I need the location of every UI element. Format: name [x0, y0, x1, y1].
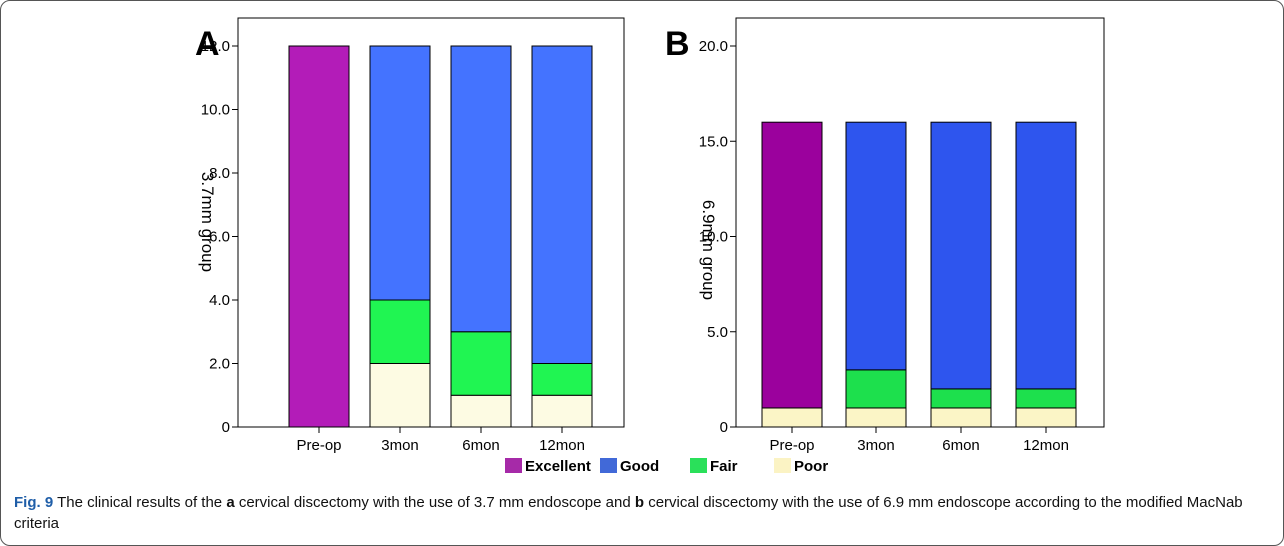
panel-b-y-axis-title: 6.9mm group: [699, 200, 718, 300]
panel-a-bar-6mon-good: [450, 45, 512, 333]
panel-a-bar-12mon-good: [531, 45, 593, 364]
caption-panel-a: a: [226, 494, 235, 511]
panel-a-y-tick-label: 2.0: [209, 356, 230, 373]
panel-b-plot-frame: [735, 17, 1105, 428]
panel-a-x-tick-label: 12mon: [539, 437, 585, 454]
legend-label-excellent: Excellent: [525, 458, 591, 475]
panel-a-x-tick-label: 6mon: [462, 437, 500, 454]
panel-b-bar-6mon-fair: [930, 388, 992, 409]
caption-text-2: cervical discectomy with the use of 3.7 …: [234, 494, 635, 511]
panel-a-bar-12mon-poor: [531, 394, 593, 428]
panel-a-y-tick-label: 0: [222, 419, 230, 436]
caption-panel-b: b: [634, 494, 645, 511]
panel-a-y-tick-label: 4.0: [209, 292, 230, 309]
panel-b-bar-3mon-good: [845, 121, 907, 371]
legend-label-poor: Poor: [794, 458, 828, 475]
panel-b-bar-12mon-fair: [1015, 388, 1077, 409]
panel-a-bar-3mon-good: [369, 45, 431, 301]
panel-b-letter: B: [665, 25, 690, 63]
panel-b-x-tick-label: 12mon: [1023, 437, 1069, 454]
panel-b-y-tick-label: 0: [720, 419, 728, 436]
panel-b-y-tick-label: 15.0: [699, 133, 728, 150]
caption-text-1: The clinical results of the: [53, 494, 227, 511]
panel-b-bar-3mon-fair: [845, 369, 907, 409]
panel-a-bar-3mon-fair: [369, 299, 431, 364]
panel-b-x-tick-label: Pre-op: [769, 437, 814, 454]
panel-a-y-tick-label: 10.0: [201, 102, 230, 119]
figure-caption: Fig. 9 The clinical results of the a cer…: [14, 492, 1264, 534]
caption-text-3: cervical discectomy with the use of 6.9 …: [14, 494, 1243, 532]
panel-a-y-tick-label: 6.0: [209, 229, 230, 246]
panel-a-y-axis-title: 3.7mm group: [198, 172, 217, 272]
panel-a-bar-12mon-fair: [531, 363, 593, 396]
panel-b-y-tick-label: 20.0: [699, 38, 728, 55]
panel-a-bar-6mon-poor: [450, 394, 512, 428]
caption-label: Fig. 9: [14, 494, 54, 511]
panel-a-bar-pre-op-excellent: [288, 45, 350, 428]
panel-b-bar-3mon-poor: [845, 407, 907, 428]
legend-label-fair: Fair: [710, 458, 738, 475]
panel-b-x-tick-label: 3mon: [857, 437, 895, 454]
legend-swatch-excellent: [505, 458, 522, 473]
panel-b-y-tick-label: 10.0: [699, 229, 728, 246]
legend-swatch-good: [600, 458, 617, 473]
panel-a-bar-3mon-poor: [369, 363, 431, 428]
panel-a-x-tick-label: 3mon: [381, 437, 419, 454]
panel-b-y-tick-label: 5.0: [707, 324, 728, 341]
panel-b-x-tick-label: 6mon: [942, 437, 980, 454]
panel-b-bar-12mon-poor: [1015, 407, 1077, 428]
panel-a-y-tick-label: 8.0: [209, 165, 230, 182]
panel-a-bar-6mon-fair: [450, 331, 512, 396]
legend-swatch-fair: [690, 458, 707, 473]
panel-a-plot-frame: [237, 17, 625, 428]
panel-b-bar-6mon-poor: [930, 407, 992, 428]
panel-a-x-tick-label: Pre-op: [296, 437, 341, 454]
panel-b-bar-pre-op-excellent: [761, 121, 823, 409]
legend-swatch-poor: [774, 458, 791, 473]
panel-b-bar-12mon-good: [1015, 121, 1077, 390]
panel-a-y-tick-label: 12.0: [201, 38, 230, 55]
panel-a-letter: A: [195, 25, 220, 63]
panel-b-bar-pre-op-poor: [761, 407, 823, 428]
panel-b-bar-6mon-good: [930, 121, 992, 390]
legend-label-good: Good: [620, 458, 659, 475]
